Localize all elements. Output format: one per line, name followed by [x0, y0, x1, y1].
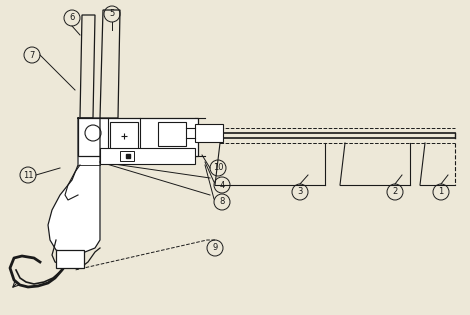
FancyBboxPatch shape [56, 250, 84, 268]
Text: 9: 9 [212, 243, 218, 253]
Text: 8: 8 [219, 198, 225, 207]
Text: 6: 6 [69, 14, 75, 22]
FancyBboxPatch shape [195, 124, 223, 142]
FancyBboxPatch shape [158, 122, 186, 146]
FancyBboxPatch shape [120, 151, 134, 161]
Text: 1: 1 [439, 187, 444, 197]
Polygon shape [48, 118, 100, 255]
Text: 11: 11 [23, 170, 33, 180]
Text: 3: 3 [298, 187, 303, 197]
Text: 7: 7 [29, 50, 35, 60]
FancyBboxPatch shape [78, 118, 198, 156]
FancyBboxPatch shape [100, 148, 195, 164]
Text: 10: 10 [213, 163, 223, 173]
Text: 4: 4 [219, 180, 225, 190]
Text: 2: 2 [392, 187, 398, 197]
FancyBboxPatch shape [110, 122, 138, 150]
Text: 5: 5 [110, 9, 115, 19]
